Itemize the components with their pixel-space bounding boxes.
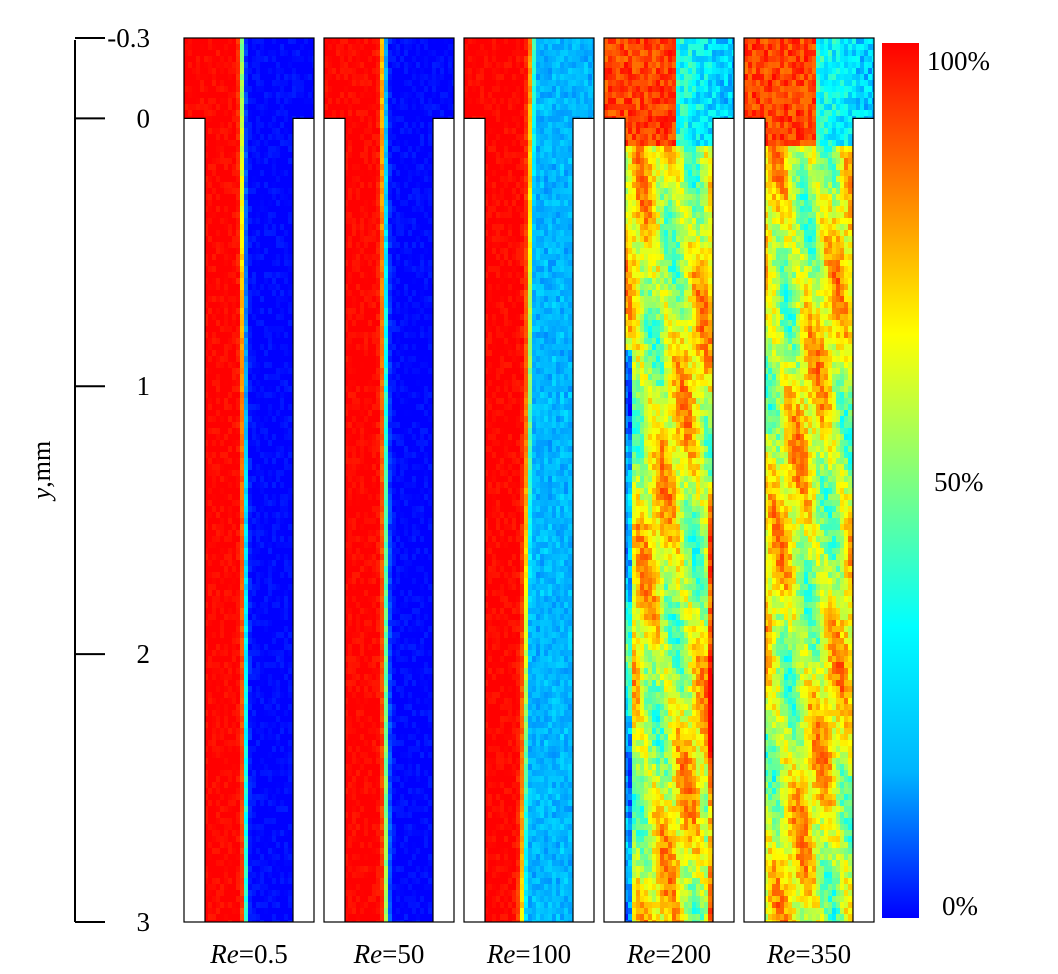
panel-re-2 [323,37,455,923]
right-wall [292,117,314,922]
colorbar: 100% 50% 0% [882,43,990,921]
concentration-field [324,38,454,922]
concentration-field [464,38,594,922]
panel-label: Re=0.5 [209,939,287,969]
concentration-field [184,38,314,922]
panel-re-4 [603,37,735,923]
concentration-field [744,38,874,922]
panel-label: Re=350 [766,939,851,969]
y-tick-label: -0.3 [107,23,150,53]
panel-frame [463,37,595,923]
y-tick-label: 2 [137,639,151,669]
y-tick-label: 0 [137,103,151,133]
panel-frame [183,37,315,923]
y-tick-label: 3 [137,907,151,937]
colorbar-max-label: 100% [927,46,990,76]
panels [183,37,875,923]
panel-re-5 [743,37,875,923]
panel-re-3 [463,37,595,923]
right-wall [432,117,454,922]
colorbar-scale [882,43,919,918]
panel-labels: Re=0.5 Re=50 Re=100 Re=200 Re=350 [209,939,851,969]
right-wall [852,117,874,922]
right-wall [712,117,734,922]
y-axis: -0.3 0 1 2 3 y,mm [27,23,150,937]
y-axis-title: y,mm [27,441,56,503]
panel-label: Re=50 [353,939,425,969]
left-wall [744,117,766,922]
panel-re-1 [183,37,315,923]
right-wall [572,117,594,922]
left-wall [604,117,626,922]
panel-label: Re=200 [626,939,711,969]
panel-frame [603,37,735,923]
left-wall [184,117,206,922]
y-tick-label: 1 [137,371,151,401]
left-wall [464,117,486,922]
colorbar-min-label: 0% [942,891,978,921]
colorbar-mid-label: 50% [934,467,984,497]
panel-label: Re=100 [486,939,571,969]
panel-frame [743,37,875,923]
concentration-field [604,38,734,922]
left-wall [324,117,346,922]
panel-frame [323,37,455,923]
